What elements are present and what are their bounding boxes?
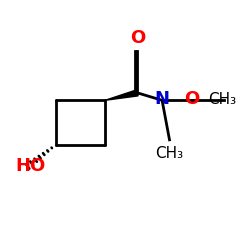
Text: O: O bbox=[184, 90, 200, 108]
Text: O: O bbox=[130, 29, 145, 47]
Text: CH₃: CH₃ bbox=[156, 146, 184, 161]
Text: HO: HO bbox=[15, 157, 45, 175]
Text: N: N bbox=[154, 90, 170, 108]
Polygon shape bbox=[105, 90, 138, 100]
Text: CH₃: CH₃ bbox=[208, 92, 236, 106]
